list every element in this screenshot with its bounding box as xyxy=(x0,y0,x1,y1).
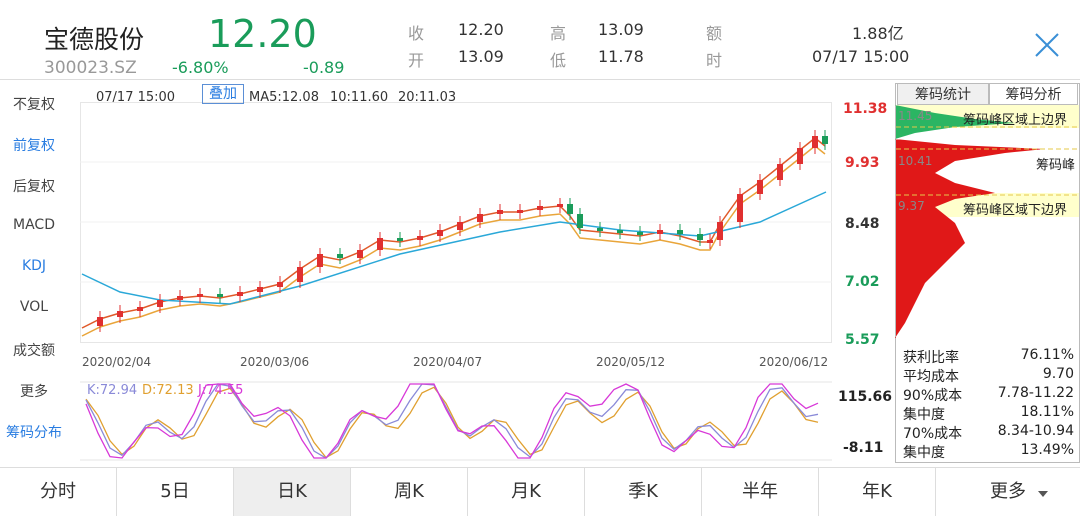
candlesticks xyxy=(97,130,828,332)
chip-note-peak: 筹码峰 xyxy=(1036,158,1076,173)
chip-stat-label: 集中度 xyxy=(903,445,945,461)
kdj-lines xyxy=(85,383,819,459)
chip-stat-value: 18.11% xyxy=(1020,404,1074,420)
chip-stat-label: 获利比率 xyxy=(903,350,959,366)
menu-item-turnover[interactable]: 成交额 xyxy=(13,343,55,359)
close-icon[interactable] xyxy=(1032,30,1062,60)
date-axis-2: 2020/03/06 xyxy=(240,355,310,369)
period-tabs: 分时 5日 日K 周K 月K 季K 半年 年K 更多 xyxy=(0,467,1080,516)
kline-datetime: 07/17 15:00 xyxy=(96,90,176,105)
tab-daily-k[interactable]: 日K xyxy=(234,468,351,516)
chip-stat-value: 7.78-11.22 xyxy=(997,385,1074,401)
stock-name: 宝德股份 xyxy=(44,25,145,54)
open-label: 开 xyxy=(408,51,425,70)
stock-header: 宝德股份 300023.SZ 12.20 -6.80% -0.89 收 12.2… xyxy=(0,0,1080,80)
menu-item-forward-adjust[interactable]: 前复权 xyxy=(13,138,55,154)
kdj-j-label: J:74.55 xyxy=(198,383,244,398)
chip-stat-label: 平均成本 xyxy=(903,369,959,385)
chip-distribution-panel: 筹码统计 筹码分析 11.45 10.41 9.37 筹码峰区域上边界 筹码峰 … xyxy=(895,83,1080,463)
menu-item-chip-distribution[interactable]: 筹码分布 xyxy=(6,425,62,441)
date-axis-5: 2020/06/12 xyxy=(759,355,829,369)
chip-note-upper: 筹码峰区域上边界 xyxy=(963,113,1068,128)
moving-averages xyxy=(81,137,827,337)
amount-label: 额 xyxy=(706,24,723,43)
ma20-label: 20:11.03 xyxy=(398,90,457,105)
menu-item-vol[interactable]: VOL xyxy=(19,299,49,315)
chip-distribution-chart xyxy=(895,83,1080,463)
kdj-d-label: D:72.13 xyxy=(142,383,194,398)
chip-stat-value: 76.11% xyxy=(1020,347,1074,363)
menu-item-more[interactable]: 更多 xyxy=(20,384,48,400)
tab-more[interactable]: 更多 xyxy=(990,481,1026,502)
high-value: 13.09 xyxy=(598,20,644,39)
chip-stat-value: 9.70 xyxy=(1042,366,1074,382)
chip-price-upper: 11.45 xyxy=(898,109,933,123)
kline-chart[interactable] xyxy=(0,82,895,462)
date-axis-4: 2020/05/12 xyxy=(596,355,666,369)
price-axis-2: 9.93 xyxy=(845,155,880,171)
tab-5day[interactable]: 5日 xyxy=(117,468,234,516)
change-amount: -0.89 xyxy=(303,58,345,77)
price-axis-top: 11.38 xyxy=(843,101,888,117)
left-menu: 不复权 前复权 后复权 MACD KDJ VOL 成交额 更多 筹码分布 xyxy=(0,82,68,452)
kdj-axis-top: 115.66 xyxy=(838,389,893,405)
menu-item-kdj[interactable]: KDJ xyxy=(21,258,47,274)
stock-code: 300023.SZ xyxy=(44,58,137,78)
tab-chip-stats[interactable]: 筹码统计 xyxy=(897,83,989,105)
time-label: 时 xyxy=(706,51,723,70)
date-axis-3: 2020/04/07 xyxy=(413,355,483,369)
close-label: 收 xyxy=(408,24,425,43)
ma10-label: 10:11.60 xyxy=(330,90,389,105)
low-value: 11.78 xyxy=(598,47,644,66)
menu-item-no-adjust[interactable]: 不复权 xyxy=(13,97,55,113)
change-percent: -6.80% xyxy=(172,58,229,77)
time-value: 07/17 15:00 xyxy=(812,47,910,66)
date-axis-1: 2020/02/04 xyxy=(82,355,152,369)
chip-price-peak: 10.41 xyxy=(898,154,933,168)
tab-half-year[interactable]: 半年 xyxy=(702,468,819,516)
close-value: 12.20 xyxy=(458,20,504,39)
chip-stat-value: 13.49% xyxy=(1020,442,1074,458)
tab-yearly-k[interactable]: 年K xyxy=(819,468,936,516)
chip-stat-value: 8.34-10.94 xyxy=(997,423,1074,439)
tab-weekly-k[interactable]: 周K xyxy=(351,468,468,516)
kdj-k-label: K:72.94 xyxy=(87,383,138,398)
tab-intraday[interactable]: 分时 xyxy=(0,468,117,516)
tab-quarterly-k[interactable]: 季K xyxy=(585,468,702,516)
chip-stat-label: 集中度 xyxy=(903,407,945,423)
open-value: 13.09 xyxy=(458,47,504,66)
chip-stat-label: 90%成本 xyxy=(903,388,963,404)
chip-stat-label: 70%成本 xyxy=(903,426,963,442)
price-axis-3: 8.48 xyxy=(845,216,880,232)
overlay-button[interactable]: 叠加 xyxy=(202,84,244,104)
tab-chip-analysis[interactable]: 筹码分析 xyxy=(989,83,1078,105)
price-axis-4: 7.02 xyxy=(845,274,880,290)
price-axis-bottom: 5.57 xyxy=(845,332,880,348)
low-label: 低 xyxy=(550,51,567,70)
kline-chart-area: 07/17 15:00 MA5:12.08 10:11.60 20:11.03 … xyxy=(0,82,895,462)
tab-monthly-k[interactable]: 月K xyxy=(468,468,585,516)
stock-price: 12.20 xyxy=(208,12,317,56)
amount-value: 1.88亿 xyxy=(852,24,904,43)
high-label: 高 xyxy=(550,24,567,43)
chip-note-lower: 筹码峰区域下边界 xyxy=(963,203,1068,218)
chip-price-lower: 9.37 xyxy=(898,199,925,213)
chart-grid xyxy=(80,102,832,461)
ma5-label: MA5:12.08 xyxy=(249,90,319,105)
kdj-axis-bottom: -8.11 xyxy=(843,440,884,456)
menu-item-backward-adjust[interactable]: 后复权 xyxy=(13,179,55,195)
menu-item-macd[interactable]: MACD xyxy=(13,217,55,233)
chevron-down-icon xyxy=(1038,491,1048,497)
